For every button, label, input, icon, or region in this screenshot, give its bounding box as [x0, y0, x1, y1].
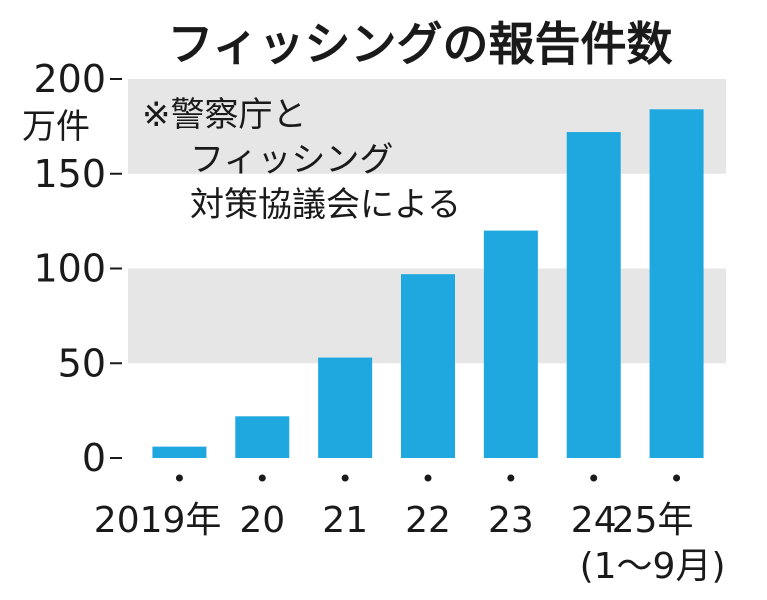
y-tick-label: 200: [33, 57, 106, 101]
source-note-line-1: ※警察庁と: [142, 95, 307, 135]
x-category-label: 21: [322, 500, 368, 541]
x-category-label: 22: [405, 500, 451, 541]
bar: [649, 109, 704, 458]
x-category-sublabel: (1〜9月): [580, 546, 726, 587]
x-category-label: 20: [239, 500, 285, 541]
y-tick-label: 0: [82, 436, 106, 480]
y-tick-label: 50: [58, 341, 106, 385]
x-tick-dot: [341, 474, 349, 482]
grid-band: [128, 79, 726, 174]
y-axis: 0 50 100 150 200: [33, 57, 122, 480]
bar: [318, 357, 373, 458]
chart-title: フィッシングの報告件数: [167, 17, 672, 71]
bars: [152, 109, 704, 458]
x-category-label: 23: [488, 500, 534, 541]
bar: [152, 446, 207, 458]
y-axis-unit-label: 万件: [22, 107, 90, 147]
source-note-line-2: フィッシング: [190, 140, 393, 180]
x-tick-dot: [258, 474, 266, 482]
x-category-label: 2019年: [94, 500, 222, 541]
x-category-label: 24: [571, 500, 617, 541]
x-tick-dot: [673, 474, 681, 482]
source-note-line-3: 対策協議会による: [190, 185, 461, 225]
y-tick-label: 150: [33, 152, 106, 196]
x-tick-dot: [175, 474, 183, 482]
x-tick-dot: [590, 474, 598, 482]
bar: [401, 274, 455, 458]
bar: [235, 416, 290, 458]
bar: [483, 230, 538, 458]
x-category-label: 25年: [612, 500, 694, 541]
x-tick-dot: [507, 474, 515, 482]
source-note: ※警察庁と フィッシング 対策協議会による: [142, 95, 461, 225]
x-tick-dot: [424, 474, 432, 482]
y-tick-label: 100: [33, 247, 106, 291]
bar: [566, 132, 621, 458]
